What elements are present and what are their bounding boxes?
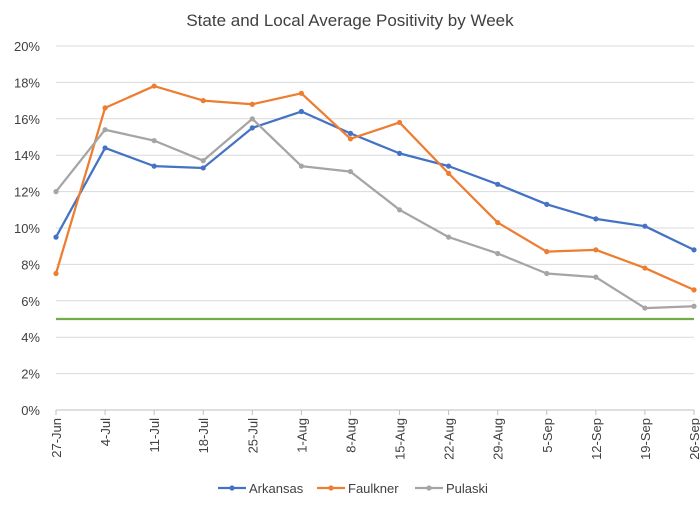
- data-point: [446, 163, 452, 169]
- data-point: [298, 163, 304, 169]
- legend-item-pulaski: Pulaski: [415, 481, 488, 496]
- chart-title: State and Local Average Positivity by We…: [186, 11, 514, 30]
- data-point: [544, 249, 550, 255]
- series-line: [55, 117, 695, 310]
- data-point: [151, 163, 157, 169]
- x-tick-label: 8-Aug: [343, 418, 358, 453]
- data-point: [53, 234, 59, 240]
- x-tick-label: 4-Jul: [98, 418, 113, 446]
- y-tick-label: 4%: [21, 330, 40, 345]
- y-axis-tick-labels: 0% 2% 4% 6% 8% 10% 12% 14% 16% 18% 20%: [14, 39, 40, 418]
- y-tick-label: 10%: [14, 221, 40, 236]
- y-tick-label: 12%: [14, 185, 40, 200]
- series-line: [54, 84, 695, 291]
- y-tick-label: 18%: [14, 75, 40, 90]
- data-point: [347, 136, 354, 142]
- data-point: [642, 305, 648, 311]
- data-point: [396, 119, 403, 126]
- gridlines: [56, 45, 694, 411]
- data-point: [396, 207, 403, 213]
- y-tick-label: 8%: [21, 257, 40, 272]
- data-point: [691, 287, 697, 293]
- x-tick-label: 11-Jul: [147, 418, 162, 453]
- y-tick-label: 14%: [14, 148, 40, 163]
- data-point: [151, 83, 157, 89]
- x-tick-label: 18-Jul: [196, 418, 211, 454]
- legend-item-arkansas: Arkansas: [218, 481, 304, 496]
- series-pulaski: [53, 116, 697, 311]
- data-point: [249, 101, 255, 107]
- data-point: [53, 189, 59, 195]
- y-tick-label: 16%: [14, 112, 40, 127]
- legend-item-faulkner: Faulkner: [317, 481, 399, 496]
- data-point: [298, 108, 304, 115]
- data-point: [593, 216, 599, 222]
- data-point: [691, 303, 697, 309]
- legend-marker: [229, 485, 235, 491]
- x-tick-label: 1-Aug: [294, 418, 309, 453]
- legend-label: Faulkner: [348, 481, 399, 496]
- y-tick-label: 6%: [21, 294, 40, 309]
- data-point: [200, 98, 206, 104]
- y-tick-label: 20%: [14, 39, 40, 54]
- data-point: [495, 181, 501, 187]
- legend: Arkansas Faulkner Pulaski: [218, 481, 488, 496]
- data-point: [495, 219, 501, 226]
- x-tick-label: 5-Sep: [540, 418, 555, 453]
- data-point: [347, 130, 354, 136]
- data-point: [53, 270, 59, 277]
- data-point: [200, 165, 206, 171]
- legend-marker: [426, 485, 432, 491]
- x-tick-label: 29-Aug: [491, 418, 506, 460]
- x-tick-label: 22-Aug: [442, 418, 457, 460]
- x-tick-label: 25-Jul: [245, 418, 260, 454]
- x-axis-tick-labels: 27-Jun 4-Jul 11-Jul 18-Jul 25-Jul 1-Aug 8-Aug 1…: [49, 410, 700, 460]
- data-point: [642, 223, 648, 229]
- series-arkansas: [53, 108, 697, 253]
- x-tick-label: 15-Aug: [393, 418, 408, 460]
- x-tick-label: 27-Jun: [49, 418, 64, 458]
- data-point: [544, 201, 550, 207]
- data-point: [642, 265, 648, 271]
- y-tick-label: 0%: [21, 403, 40, 418]
- data-point: [249, 125, 255, 131]
- x-tick-label: 19-Sep: [638, 418, 653, 460]
- data-point: [102, 127, 108, 133]
- legend-label: Pulaski: [446, 481, 488, 496]
- series-line: [55, 110, 695, 251]
- series-faulkner: [53, 83, 697, 293]
- data-point: [593, 247, 599, 253]
- data-point: [446, 170, 452, 176]
- data-point: [544, 270, 550, 277]
- legend-label: Arkansas: [249, 481, 304, 496]
- data-point: [249, 116, 255, 122]
- data-point: [151, 138, 157, 144]
- series-lines: [53, 83, 697, 311]
- y-tick-label: 2%: [21, 367, 40, 382]
- data-point: [495, 250, 501, 257]
- x-tick-label: 12-Sep: [589, 418, 604, 460]
- legend-marker: [328, 485, 334, 491]
- data-point: [396, 150, 403, 156]
- data-point: [593, 274, 599, 280]
- data-point: [446, 234, 452, 240]
- data-point: [347, 168, 354, 175]
- data-point: [691, 247, 697, 253]
- data-point: [298, 90, 304, 96]
- x-tick-label: 26-Sep: [687, 418, 700, 460]
- data-point: [102, 145, 108, 151]
- data-point: [102, 105, 108, 111]
- data-point: [200, 158, 206, 164]
